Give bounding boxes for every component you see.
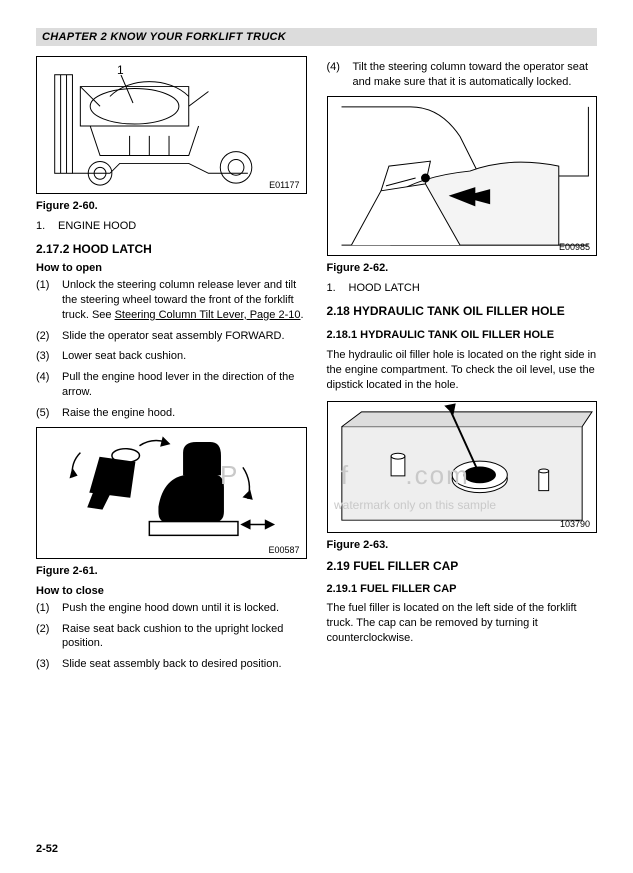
step-text: Push the engine hood down until it is lo…: [62, 601, 279, 616]
right-column: (4) Tilt the steering column toward the …: [327, 56, 598, 678]
steering-lock-illustration: [331, 97, 593, 255]
step-num: (1): [36, 278, 62, 323]
legend-item-1-right: 1. HOOD LATCH: [327, 282, 598, 294]
legend-num: 1.: [327, 282, 349, 294]
step-num: (4): [36, 370, 62, 400]
seat-hood-illustration: [40, 428, 302, 558]
step-num: (4): [327, 60, 353, 90]
page-number: 2-52: [36, 843, 58, 855]
step-text: Tilt the steering column toward the oper…: [353, 60, 598, 90]
open-step-5: (5) Raise the engine hood.: [36, 406, 307, 421]
figure-63-caption: Figure 2-63.: [327, 539, 598, 551]
figure-2-61: E00587: [36, 427, 307, 559]
figure-2-63: 103790: [327, 401, 598, 533]
close-step-1: (1) Push the engine hood down until it i…: [36, 601, 307, 616]
step-num: (3): [36, 349, 62, 364]
chapter-title-bar: CHAPTER 2 KNOW YOUR FORKLIFT TRUCK: [36, 28, 597, 46]
step-num: (3): [36, 657, 62, 672]
open-step-2: (2) Slide the operator seat assembly FOR…: [36, 329, 307, 344]
legend-text: HOOD LATCH: [349, 282, 420, 294]
step-text: Unlock the steering column release lever…: [62, 278, 307, 323]
continuation-step-4: (4) Tilt the steering column toward the …: [327, 60, 598, 90]
step-num: (2): [36, 622, 62, 652]
steering-column-link[interactable]: Steering Column Tilt Lever, Page 2-10: [115, 309, 301, 321]
section-2-18-1-heading: 2.18.1 HYDRAULIC TANK OIL FILLER HOLE: [327, 329, 598, 343]
figure-62-caption: Figure 2-62.: [327, 262, 598, 274]
figure-63-code: 103790: [560, 519, 590, 529]
section-2-19-1-heading: 2.19.1 FUEL FILLER CAP: [327, 583, 598, 595]
callout-line: [119, 75, 139, 105]
step-text: Pull the engine hood lever in the direct…: [62, 370, 307, 400]
section-2-17-2-heading: 2.17.2 HOOD LATCH: [36, 242, 307, 256]
legend-text: ENGINE HOOD: [58, 220, 136, 232]
step-text: Slide the operator seat assembly FORWARD…: [62, 329, 285, 344]
step-text: Slide seat assembly back to desired posi…: [62, 657, 282, 672]
hydraulic-filler-text: The hydraulic oil filler hole is located…: [327, 348, 598, 393]
figure-61-caption: Figure 2-61.: [36, 565, 307, 577]
open-step-4: (4) Pull the engine hood lever in the di…: [36, 370, 307, 400]
section-2-19-heading: 2.19 FUEL FILLER CAP: [327, 559, 598, 573]
figure-2-62: E00985: [327, 96, 598, 256]
section-2-18-heading: 2.18 HYDRAULIC TANK OIL FILLER HOLE: [327, 304, 598, 319]
legend-num: 1.: [36, 220, 58, 232]
figure-2-60: 1 E01177: [36, 56, 307, 194]
step-text: Raise seat back cushion to the upright l…: [62, 622, 307, 652]
open-step-1: (1) Unlock the steering column release l…: [36, 278, 307, 323]
figure-61-code: E00587: [268, 545, 299, 555]
step-num: (5): [36, 406, 62, 421]
how-to-open-label: How to open: [36, 262, 307, 274]
step-num: (1): [36, 601, 62, 616]
step-text-b: .: [300, 309, 303, 321]
step-text: Lower seat back cushion.: [62, 349, 186, 364]
step-num: (2): [36, 329, 62, 344]
figure-60-caption: Figure 2-60.: [36, 200, 307, 212]
dipstick-illustration: [331, 402, 593, 532]
legend-item-1: 1. ENGINE HOOD: [36, 220, 307, 232]
figure-62-code: E00985: [559, 242, 590, 252]
how-to-close-label: How to close: [36, 585, 307, 597]
fuel-filler-text: The fuel filler is located on the left s…: [327, 601, 598, 646]
forklift-illustration: [40, 57, 302, 193]
close-step-2: (2) Raise seat back cushion to the uprig…: [36, 622, 307, 652]
open-step-3: (3) Lower seat back cushion.: [36, 349, 307, 364]
two-column-layout: 1 E01177 Figure 2-60. 1. ENGINE HOOD 2.1…: [36, 56, 597, 678]
close-step-3: (3) Slide seat assembly back to desired …: [36, 657, 307, 672]
left-column: 1 E01177 Figure 2-60. 1. ENGINE HOOD 2.1…: [36, 56, 307, 678]
step-text: Raise the engine hood.: [62, 406, 175, 421]
figure-60-code: E01177: [269, 180, 299, 190]
